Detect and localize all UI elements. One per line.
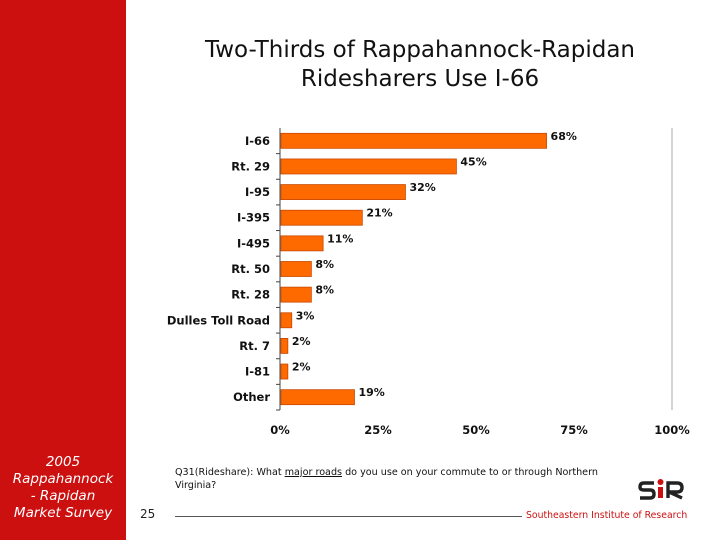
category-label: Rt. 28 (231, 288, 270, 302)
bar (280, 158, 457, 175)
bar (280, 338, 289, 354)
category-label: I-81 (245, 365, 270, 379)
value-label: 11% (327, 232, 353, 245)
bar (280, 261, 312, 277)
x-tick-label: 100% (654, 423, 690, 437)
bar (280, 209, 363, 226)
value-label: 2% (292, 361, 311, 374)
question-underlined: major roads (284, 467, 343, 478)
category-label: Dulles Toll Road (167, 313, 270, 327)
category-label: I-395 (237, 211, 270, 225)
footer-divider (175, 516, 522, 517)
question-suffix: do you use on your commute to or through… (175, 467, 598, 491)
value-label: 19% (358, 386, 384, 399)
category-label: Rt. 50 (231, 262, 270, 276)
organization-name: Southeastern Institute of Research (526, 510, 688, 521)
bar (280, 312, 293, 329)
value-label: 68% (551, 130, 577, 143)
x-tick-label: 25% (364, 423, 392, 437)
category-label: Rt. 29 (231, 159, 270, 173)
sidebar-panel: 2005 Rappahannock - Rapidan Market Surve… (0, 0, 126, 540)
survey-label-line: Rappahannock (12, 471, 114, 487)
value-label: 32% (409, 181, 435, 194)
bar (280, 235, 324, 252)
value-label: 45% (460, 155, 486, 168)
survey-label-line: - Rapidan (30, 488, 96, 504)
slide-title-line: Two-Thirds of Rappahannock-Rapidan (204, 37, 636, 63)
value-label: 3% (296, 309, 315, 322)
category-label: I-95 (245, 185, 270, 199)
survey-label-line: 2005 (45, 454, 81, 470)
bar (280, 286, 312, 303)
question-prefix: Q31(Rideshare): What (175, 467, 285, 478)
bar (280, 389, 355, 406)
bar (280, 132, 547, 149)
bar (280, 363, 289, 380)
survey-label-line: Market Survey (13, 505, 113, 521)
category-label: Other (233, 390, 270, 404)
category-label: Rt. 7 (239, 339, 270, 353)
value-label: 8% (315, 284, 334, 297)
slide-title-line: Ridesharers Use I-66 (300, 66, 540, 92)
value-label: 8% (315, 258, 334, 271)
survey-question: Q31(Rideshare): What major roads do you … (175, 466, 615, 492)
bar (280, 184, 406, 200)
value-label: 2% (292, 335, 311, 348)
survey-label: 2005 Rappahannock - Rapidan Market Surve… (0, 454, 126, 522)
category-label: I-66 (245, 134, 270, 148)
x-tick-label: 50% (462, 423, 490, 437)
page-number: 25 (140, 507, 156, 521)
category-label: I-495 (237, 236, 270, 250)
x-tick-label: 75% (560, 423, 588, 437)
slide-title: Two-Thirds of Rappahannock-Rapidan Rides… (140, 36, 700, 94)
x-tick-label: 0% (270, 423, 290, 437)
value-label: 21% (366, 207, 392, 220)
sir-logo-icon (638, 479, 684, 500)
